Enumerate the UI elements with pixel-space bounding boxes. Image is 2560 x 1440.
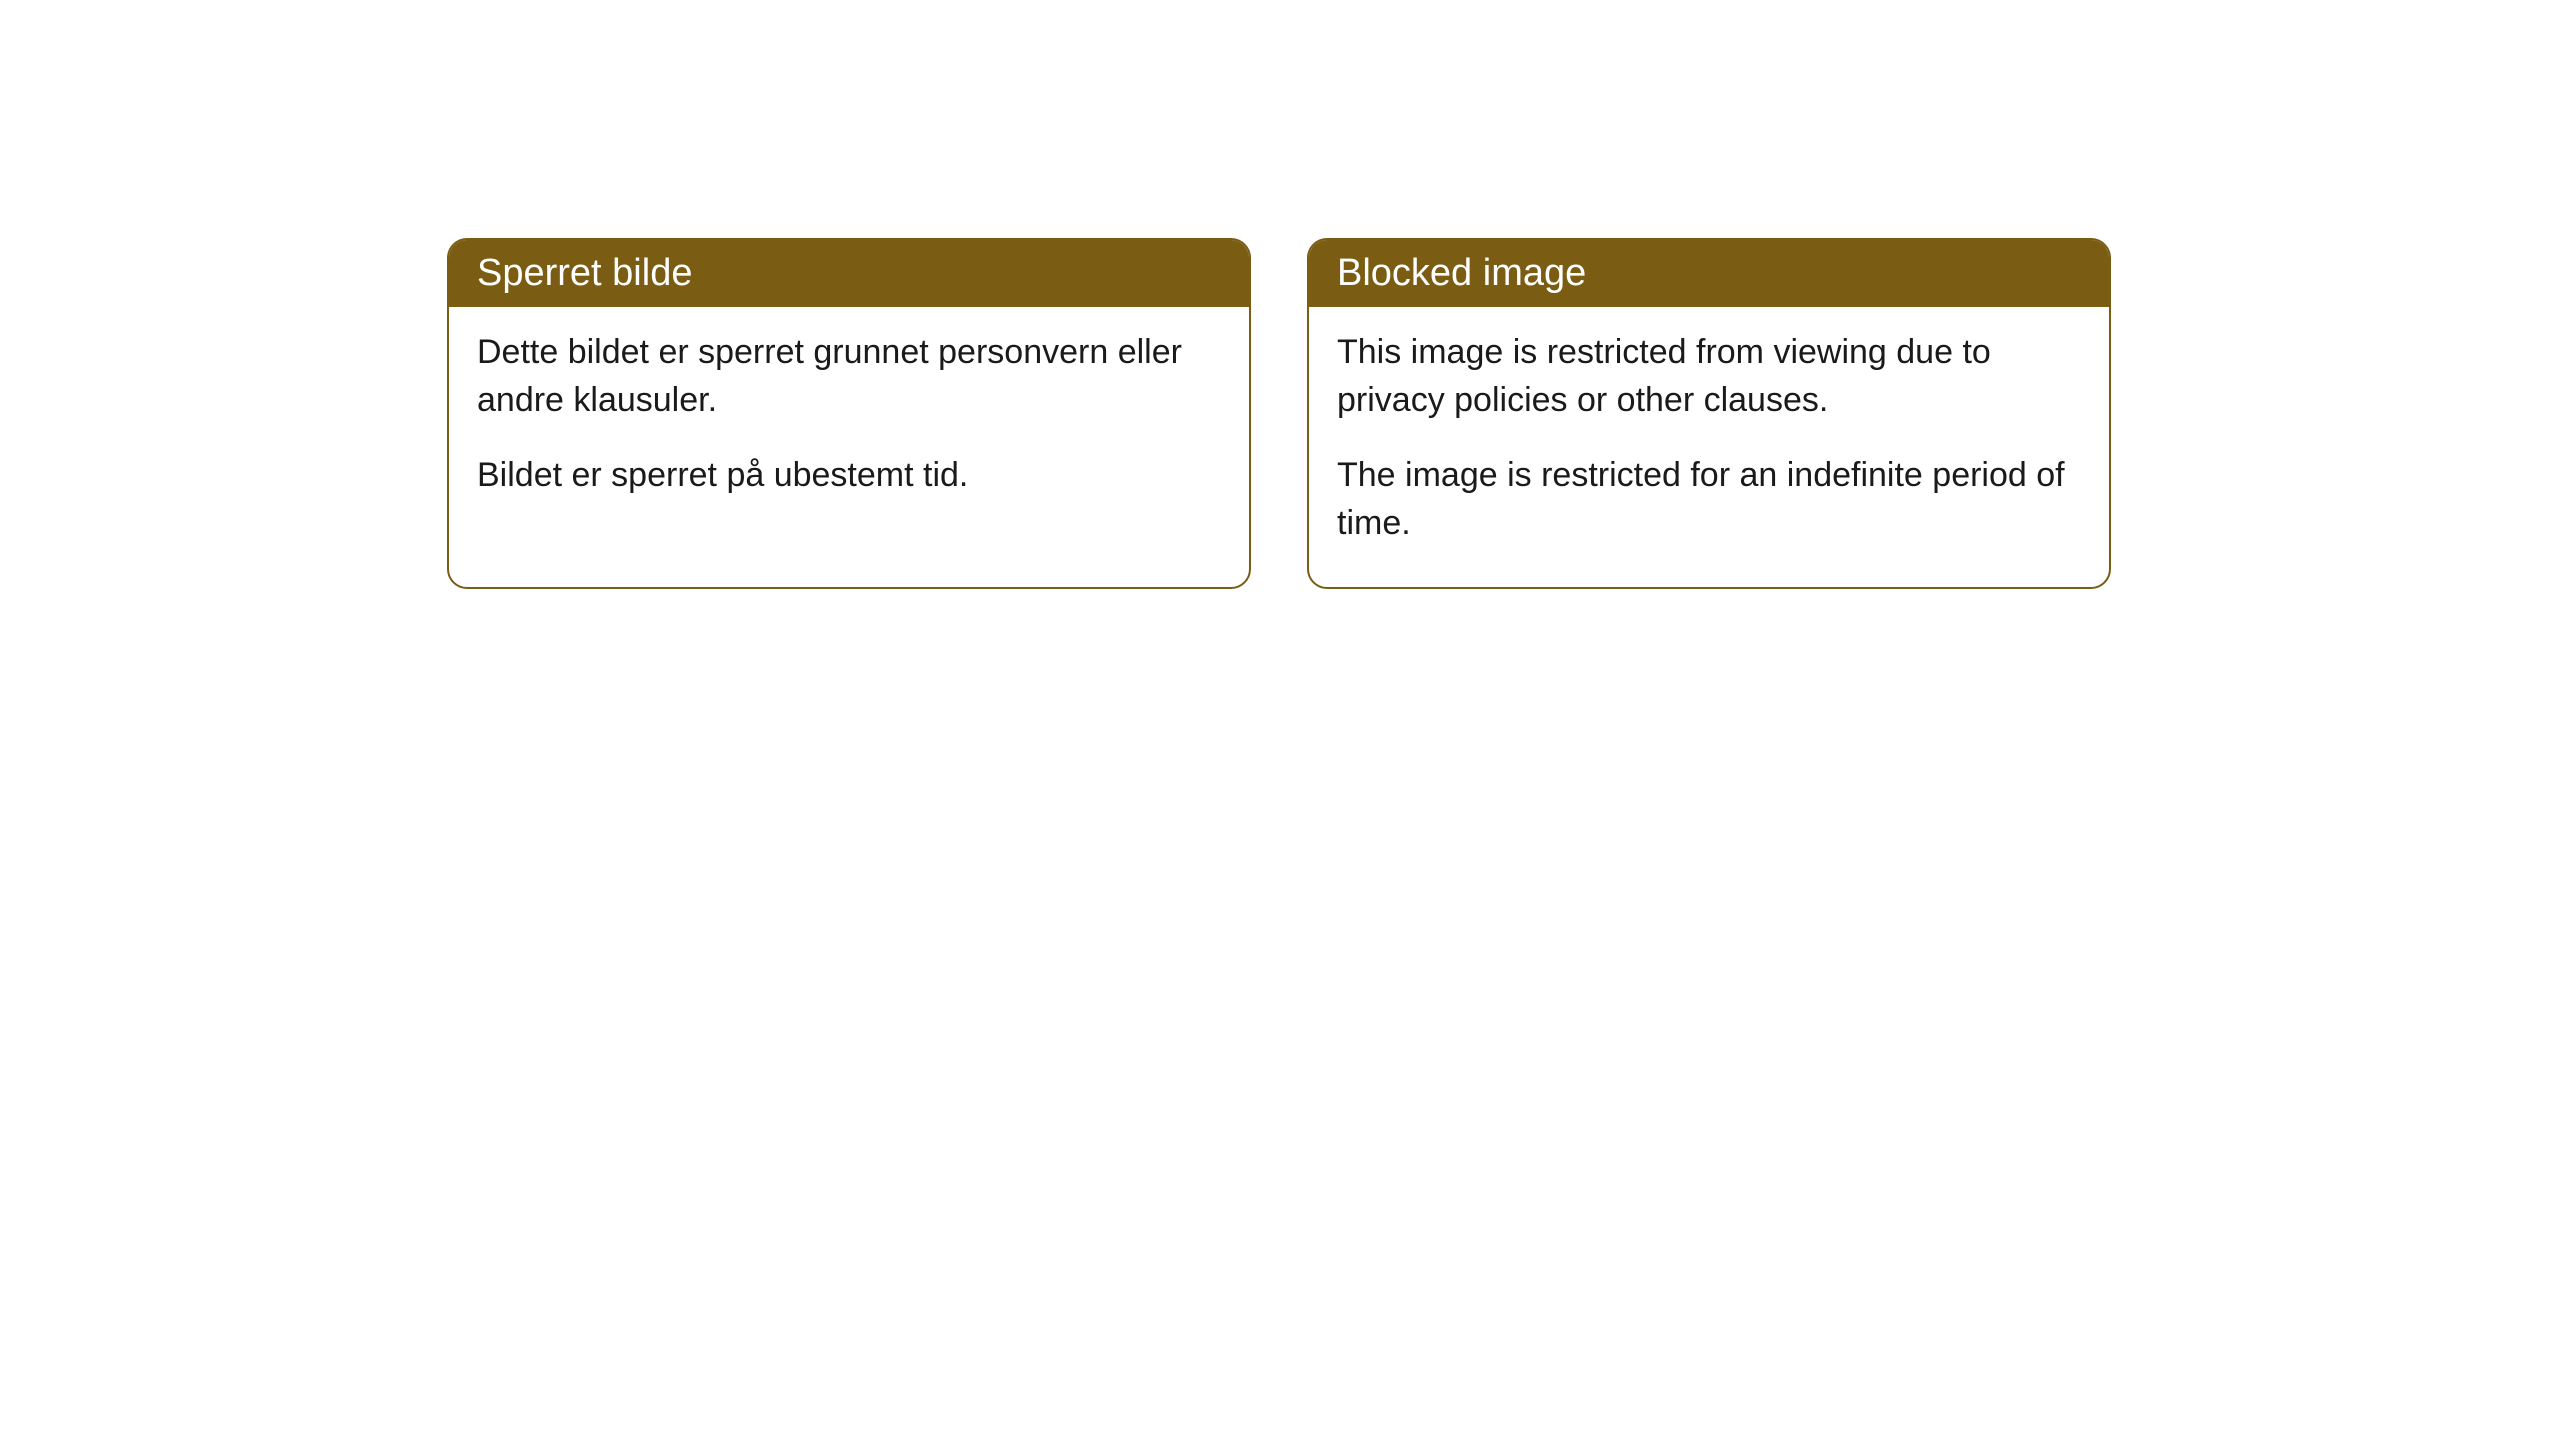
card-text-norwegian-2: Bildet er sperret på ubestemt tid. [477,452,1221,500]
card-body-norwegian: Dette bildet er sperret grunnet personve… [449,307,1249,540]
card-text-english-1: This image is restricted from viewing du… [1337,329,2081,424]
notice-cards-container: Sperret bilde Dette bildet er sperret gr… [447,238,2111,589]
card-title-english: Blocked image [1337,252,1586,294]
card-body-english: This image is restricted from viewing du… [1309,307,2109,587]
card-title-norwegian: Sperret bilde [477,252,692,294]
blocked-image-card-norwegian: Sperret bilde Dette bildet er sperret gr… [447,238,1251,589]
card-text-english-2: The image is restricted for an indefinit… [1337,452,2081,547]
card-header-english: Blocked image [1309,240,2109,307]
card-text-norwegian-1: Dette bildet er sperret grunnet personve… [477,329,1221,424]
card-header-norwegian: Sperret bilde [449,240,1249,307]
blocked-image-card-english: Blocked image This image is restricted f… [1307,238,2111,589]
